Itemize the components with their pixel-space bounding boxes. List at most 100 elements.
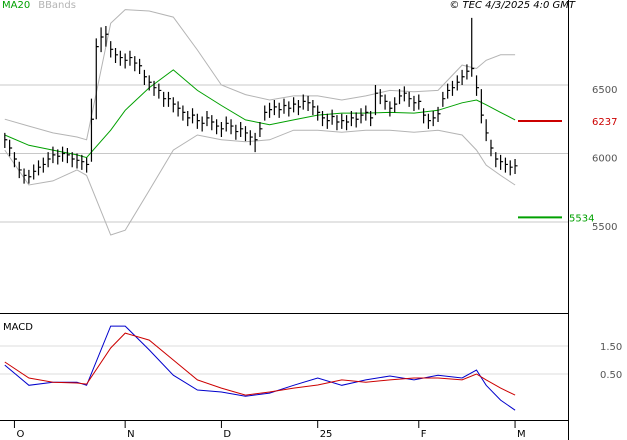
ohlc-bar xyxy=(37,160,42,176)
ohlc-bar xyxy=(129,50,133,66)
ohlc-bar xyxy=(408,91,412,107)
x-tick-label: N xyxy=(127,429,134,440)
ohlc-bar xyxy=(471,17,475,77)
macd-title: MACD xyxy=(3,322,33,333)
ohlc-bar xyxy=(326,113,330,129)
ohlc-bar xyxy=(42,157,46,173)
ohlc-bar xyxy=(206,111,210,127)
ohlc-bar xyxy=(350,111,354,127)
ohlc-bar xyxy=(374,84,378,116)
ohlc-bar xyxy=(143,69,147,85)
ohlc-bar xyxy=(293,97,297,113)
x-tick-label: D xyxy=(223,429,231,440)
ohlc-bar xyxy=(182,105,186,121)
ohlc-bar xyxy=(345,115,350,131)
macd-line xyxy=(4,325,516,411)
ohlc-bar xyxy=(451,80,455,96)
ohlc-bar xyxy=(283,98,287,114)
ohlc-bar xyxy=(307,95,311,112)
ohlc-bar xyxy=(370,111,374,127)
ohlc-bar xyxy=(394,97,398,113)
ohlc-bar xyxy=(23,168,27,184)
y-tick-label: 6500 xyxy=(592,85,617,96)
ohlc-bar xyxy=(138,58,143,75)
ohlc-bar xyxy=(249,130,253,146)
ohlc-bar xyxy=(365,105,369,121)
ohlc-bar xyxy=(389,101,393,117)
ohlc-bar xyxy=(230,119,234,135)
ohlc-bar xyxy=(442,91,446,107)
ohlc-bar xyxy=(57,149,61,165)
x-tick-label: 25 xyxy=(320,429,333,440)
ohlc-bar xyxy=(244,126,248,142)
ohlc-bar xyxy=(28,169,32,184)
ohlc-bar xyxy=(18,161,22,179)
ohlc-bar xyxy=(81,154,85,170)
ohlc-bar xyxy=(413,95,417,112)
ohlc-bar xyxy=(456,75,460,91)
ohlc-bar xyxy=(196,113,200,129)
ohlc-bar xyxy=(124,53,128,69)
ohlc-bar xyxy=(273,100,277,116)
x-tick-label: F xyxy=(421,429,427,440)
ohlc-bar xyxy=(86,157,90,173)
macd-line xyxy=(4,332,516,396)
ohlc-bar xyxy=(384,94,388,110)
bband-lower xyxy=(4,129,516,236)
ohlc-bar xyxy=(355,112,359,128)
ohlc-bar xyxy=(191,108,196,124)
ohlc-bar xyxy=(461,69,465,85)
ohlc-bar xyxy=(13,152,17,168)
ohlc-bar xyxy=(134,56,138,72)
ohlc-bar xyxy=(514,158,518,175)
ohlc-bar xyxy=(52,146,56,164)
ohlc-bar xyxy=(321,111,326,127)
ohlc-bar xyxy=(105,26,109,47)
ohlc-bar xyxy=(47,152,51,168)
ohlc-bar xyxy=(235,124,239,140)
level-label: 5534 xyxy=(569,213,594,224)
ohlc-bar xyxy=(148,75,152,91)
ohlc-bar xyxy=(447,83,451,99)
ohlc-bar xyxy=(475,75,480,96)
ohlc-bar xyxy=(466,64,470,80)
ohlc-bar xyxy=(500,154,504,170)
ohlc-bar xyxy=(317,105,321,121)
ohlc-bar xyxy=(418,94,422,110)
ohlc-bar xyxy=(331,109,335,125)
y-tick-label: 0.50 xyxy=(600,370,622,381)
x-tick-label: O xyxy=(16,429,24,440)
ohlc-bar xyxy=(33,164,37,180)
ohlc-bar xyxy=(312,100,316,116)
ohlc-bar xyxy=(153,80,157,96)
ohlc-bar xyxy=(379,89,383,105)
ohlc-bar xyxy=(163,91,167,107)
ohlc-bar xyxy=(480,89,484,124)
ohlc-bar xyxy=(211,115,215,131)
legend-label: MA20 xyxy=(2,0,30,11)
ohlc-bar xyxy=(177,101,181,117)
ohlc-bar xyxy=(264,105,268,121)
ohlc-bar xyxy=(100,27,104,53)
ohlc-bar xyxy=(336,115,340,131)
ohlc-bar xyxy=(71,152,75,168)
ohlc-bar xyxy=(114,47,119,64)
ohlc-bar xyxy=(268,102,273,118)
chart-title: © TEC 4/3/2025 4:0 GMT xyxy=(449,0,576,11)
x-tick-label: M xyxy=(517,429,526,440)
legend-label: BBands xyxy=(38,0,76,11)
ohlc-bar xyxy=(432,111,436,127)
ohlc-bar xyxy=(398,89,403,105)
ohlc-bar xyxy=(485,119,489,142)
ohlc-bar xyxy=(403,86,407,102)
ohlc-bar xyxy=(66,148,70,164)
bband-upper xyxy=(4,9,516,141)
ohlc-bar xyxy=(509,160,513,176)
ohlc-bar xyxy=(504,157,508,173)
ohlc-bar xyxy=(495,152,499,168)
ohlc-bar xyxy=(201,116,205,132)
ohlc-bar xyxy=(119,50,123,66)
ohlc-bar xyxy=(427,113,431,129)
ohlc-bar xyxy=(225,116,229,132)
